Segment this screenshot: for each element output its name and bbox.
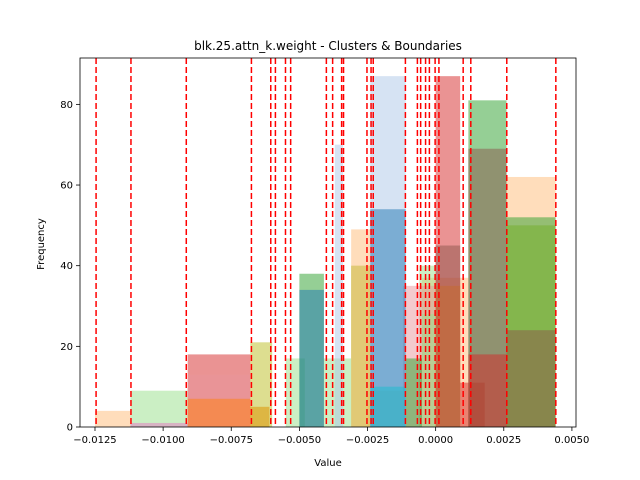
x-tick-label: −0.0050	[278, 435, 321, 446]
y-tick-label: 20	[60, 342, 73, 353]
x-tick-label: −0.0075	[210, 435, 253, 446]
histogram-bar	[187, 398, 251, 427]
histogram-bar	[94, 410, 131, 427]
chart-title: blk.25.attn_k.weight - Clusters & Bounda…	[194, 39, 462, 53]
histogram-bar	[468, 354, 507, 427]
x-tick-label: 0.0050	[554, 435, 589, 446]
x-axis-label: Value	[314, 458, 341, 469]
x-axis-ticks: −0.0125 −0.0100 −0.0075 −0.0050 −0.0025 0.000…	[73, 427, 589, 446]
histogram-bar	[130, 422, 188, 427]
histogram-bar	[250, 342, 273, 427]
histogram-bar	[299, 289, 324, 427]
x-tick-label: −0.0100	[141, 435, 184, 446]
histogram-bar	[506, 330, 556, 427]
histogram-bar	[130, 390, 188, 427]
x-tick-label: −0.0125	[73, 435, 116, 446]
histogram-bar	[370, 386, 406, 427]
y-tick-label: 0	[67, 423, 73, 434]
histogram-bar	[334, 144, 343, 427]
x-tick-label: 0.0000	[418, 435, 453, 446]
y-tick-label: 40	[60, 261, 73, 272]
cluster-boundaries	[95, 58, 557, 427]
histogram-bar	[435, 245, 461, 427]
histogram-bar	[405, 358, 423, 427]
x-tick-label: −0.0025	[346, 435, 389, 446]
x-tick-label: 0.0025	[486, 435, 521, 446]
y-tick-label: 80	[60, 100, 73, 111]
y-axis-label: Frequency	[36, 218, 47, 270]
axes-frame	[79, 57, 577, 428]
y-axis-ticks: 0 20 40 60 80	[60, 100, 80, 434]
histogram-bars	[94, 76, 556, 428]
histogram-bar	[351, 229, 371, 427]
y-tick-label: 60	[60, 181, 73, 192]
